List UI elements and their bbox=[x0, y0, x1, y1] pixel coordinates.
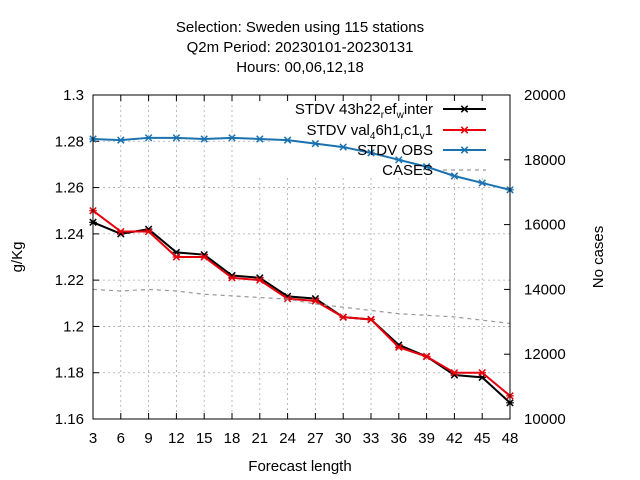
data-point bbox=[395, 343, 403, 351]
legend-label: STDV OBS bbox=[357, 142, 433, 159]
x-tick-label: 27 bbox=[307, 430, 324, 447]
legend-label: STDV val46h1rc1v1 bbox=[307, 122, 433, 142]
x-tick-label: 9 bbox=[144, 430, 152, 447]
x-tick-label: 39 bbox=[418, 430, 435, 447]
data-point bbox=[311, 139, 320, 148]
series-1 bbox=[89, 206, 514, 400]
legend-entry: STDV val46h1rc1v1 bbox=[307, 122, 486, 142]
x-tick-label: 45 bbox=[474, 430, 491, 447]
series-line bbox=[92, 288, 511, 325]
y2-tick-label: 14000 bbox=[524, 281, 566, 298]
series-2 bbox=[89, 134, 514, 194]
y-tick-label: 1.28 bbox=[55, 133, 84, 150]
y2-axis-label: No cases bbox=[590, 226, 607, 289]
x-axis-label: Forecast length bbox=[248, 458, 351, 475]
x-tick-label: 12 bbox=[168, 430, 185, 447]
data-point bbox=[144, 227, 153, 236]
title-line-hours: Hours: 00,06,12,18 bbox=[236, 59, 364, 76]
data-point bbox=[478, 179, 486, 187]
data-point bbox=[228, 274, 236, 282]
x-tick-label: 15 bbox=[196, 430, 213, 447]
y2-tick-label: 18000 bbox=[524, 152, 566, 169]
series-line bbox=[92, 221, 511, 404]
chart-title: Selection: Sweden using 115 stations Q2m… bbox=[176, 19, 424, 76]
data-point bbox=[339, 143, 347, 151]
y-tick-label: 1.3 bbox=[63, 87, 84, 104]
y-axis-label: g/Kg bbox=[9, 242, 26, 273]
data-point bbox=[200, 253, 208, 261]
y-tick-label: 1.16 bbox=[55, 411, 84, 428]
title-line-period: Q2m Period: 20230101-20230131 bbox=[187, 39, 414, 56]
plot-frame bbox=[92, 94, 511, 420]
x-tick-label: 21 bbox=[251, 430, 268, 447]
series-3 bbox=[92, 288, 511, 325]
y2-tick-label: 12000 bbox=[524, 346, 566, 363]
series-0 bbox=[89, 218, 514, 407]
data-point bbox=[311, 297, 320, 305]
data-point bbox=[256, 135, 264, 143]
data-point bbox=[339, 313, 347, 321]
data-point bbox=[478, 368, 486, 377]
x-tick-label: 3 bbox=[89, 430, 97, 447]
y-tick-label: 1.18 bbox=[55, 365, 84, 382]
series-line bbox=[92, 209, 511, 397]
x-tick-label: 48 bbox=[502, 430, 519, 447]
data-point bbox=[450, 172, 459, 180]
y2-tick-label: 16000 bbox=[524, 217, 566, 234]
title-line-selection: Selection: Sweden using 115 stations bbox=[176, 19, 424, 36]
x-tick-label: 42 bbox=[446, 430, 463, 447]
y2-tick-label: 10000 bbox=[524, 411, 566, 428]
data-point bbox=[283, 136, 292, 144]
data-point bbox=[450, 368, 459, 377]
series-layer bbox=[89, 134, 514, 407]
data-point bbox=[422, 163, 431, 171]
data-point bbox=[228, 134, 236, 142]
x-tick-label: 36 bbox=[390, 430, 407, 447]
x-tick-label: 24 bbox=[279, 430, 296, 447]
y-tick-label: 1.2 bbox=[63, 318, 84, 335]
data-point bbox=[395, 156, 403, 164]
x-tick-label: 6 bbox=[117, 430, 125, 447]
x-tick-label: 30 bbox=[335, 430, 352, 447]
legend-entry: CASES bbox=[382, 162, 486, 179]
data-point bbox=[367, 149, 375, 157]
y-tick-label: 1.22 bbox=[55, 272, 84, 289]
data-point bbox=[117, 136, 125, 144]
data-point bbox=[117, 227, 125, 236]
axis-ticks: 3 6 9 12 15 18 21 24 27 30 33 36 39 42 45 481.161.181.2… bbox=[55, 87, 566, 447]
legend-entry: STDV OBS bbox=[357, 142, 486, 159]
data-point bbox=[200, 135, 208, 143]
legend-entry: STDV 43h22refwinter bbox=[295, 101, 486, 121]
y2-tick-label: 20000 bbox=[524, 87, 566, 104]
y-tick-label: 1.24 bbox=[55, 226, 84, 243]
x-tick-label: 18 bbox=[224, 430, 241, 447]
y-tick-label: 1.26 bbox=[55, 180, 84, 197]
data-point bbox=[172, 253, 181, 261]
data-point bbox=[172, 134, 181, 142]
legend-label: CASES bbox=[382, 162, 433, 179]
series-line bbox=[92, 136, 511, 191]
x-tick-label: 33 bbox=[363, 430, 380, 447]
data-point bbox=[256, 276, 264, 284]
data-point bbox=[367, 315, 375, 324]
data-point bbox=[144, 134, 153, 142]
legend-label: STDV 43h22refwinter bbox=[295, 101, 433, 121]
data-point bbox=[422, 352, 431, 361]
